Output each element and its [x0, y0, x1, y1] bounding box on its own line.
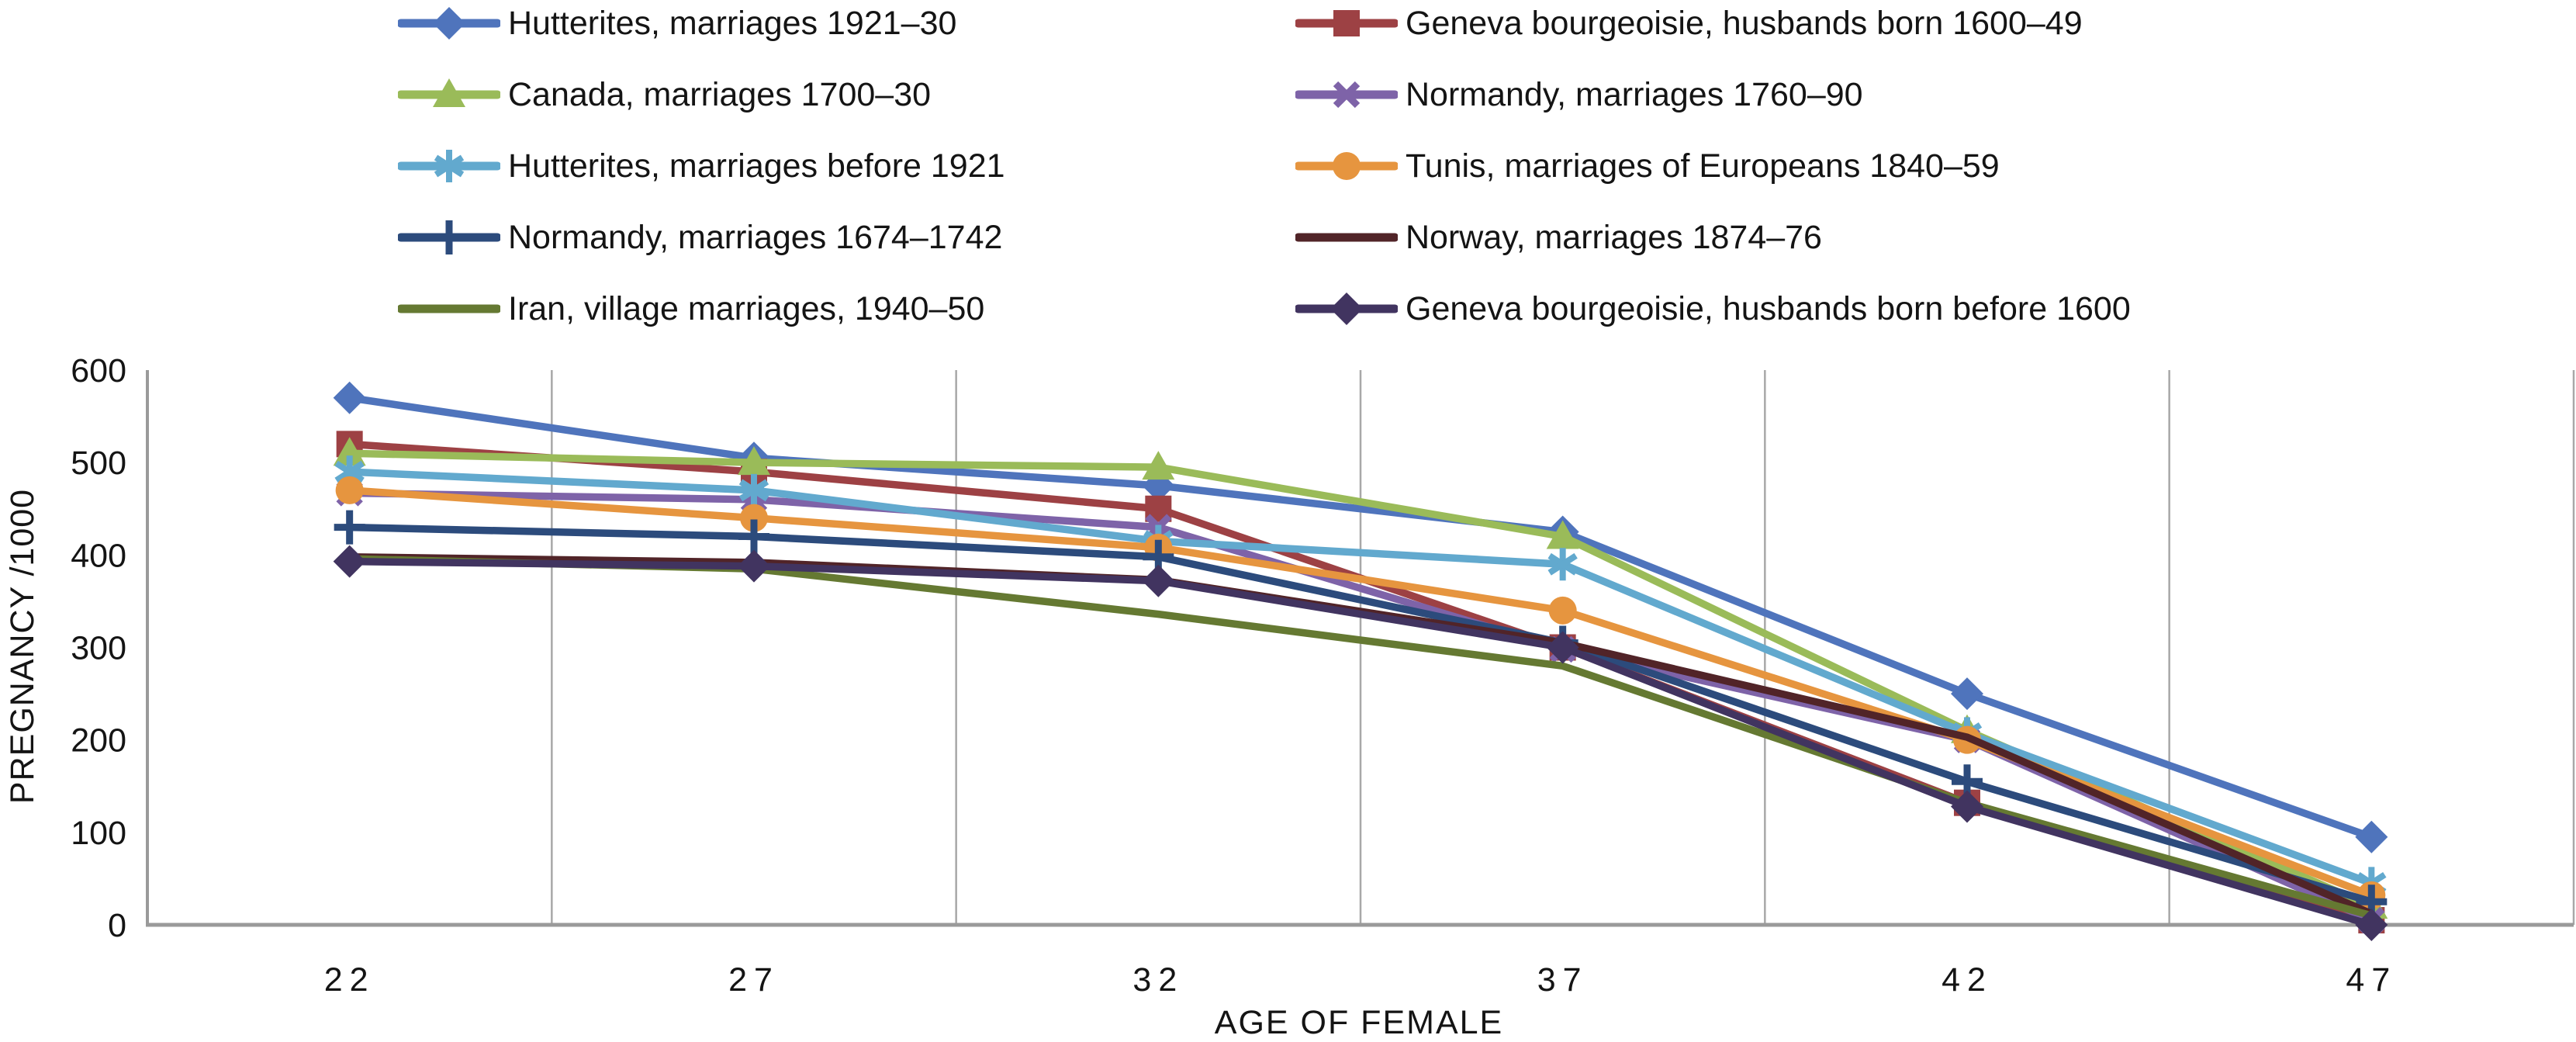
y-tick-label: 100: [71, 815, 126, 852]
triangle-legend-marker-icon: [398, 78, 500, 107]
legend-item: Geneva bourgeoisie, husbands born before…: [1295, 292, 2131, 326]
legend-label: Hutterites, marriages 1921–30: [508, 5, 957, 42]
legend-label: Norway, marriages 1874–76: [1406, 219, 1822, 256]
x-tick-label: 47: [2346, 961, 2397, 999]
legend-label: Geneva bourgeoisie, husbands born 1600–4…: [1406, 5, 2083, 42]
y-tick-label: 400: [71, 537, 126, 574]
legend-marker-glyph: [1333, 81, 1361, 109]
x-legend-marker-icon: [1295, 81, 1398, 109]
data-point-marker: [334, 510, 365, 545]
data-point-marker: [738, 473, 769, 507]
legend-marker-glyph: [434, 150, 465, 182]
data-point-marker: [1547, 548, 1578, 581]
data-point-marker: [738, 549, 770, 583]
legend-item: Norway, marriages 1874–76: [1295, 220, 1822, 254]
series-line-6: [345, 523, 2376, 905]
legend-label: Hutterites, marriages before 1921: [508, 147, 1005, 185]
data-point-marker: [738, 519, 769, 554]
legend-marker-glyph: [1333, 10, 1360, 36]
data-point-marker: [333, 381, 366, 414]
y-tick-label: 0: [108, 907, 126, 944]
legend-item: Normandy, marriages 1674–1742: [398, 220, 1002, 254]
circle-legend-marker-icon: [1295, 152, 1398, 180]
legend-item: Normandy, marriages 1760–90: [1295, 78, 1863, 112]
legend-item: Tunis, marriages of Europeans 1840–59: [1295, 149, 2000, 183]
y-tick-label: 600: [71, 352, 126, 389]
data-point-marker: [1142, 564, 1175, 597]
data-point-marker: [335, 476, 364, 504]
legend-label: Iran, village marriages, 1940–50: [508, 290, 985, 327]
data-point-marker: [1546, 520, 1579, 549]
y-tick-label: 300: [71, 630, 126, 667]
y-axis-title: PREGNANCY /1000: [4, 488, 41, 805]
x-tick-label: 42: [1942, 961, 1993, 999]
legend-marker-glyph: [1333, 152, 1361, 180]
x-axis-title: AGE OF FEMALE: [1214, 1004, 1504, 1041]
none-legend-marker-icon: [398, 304, 500, 313]
x-tick-label: 27: [728, 961, 780, 999]
data-point-marker: [1546, 631, 1579, 664]
legend-marker-glyph: [1330, 293, 1363, 325]
data-point-marker: [1142, 451, 1175, 480]
diamond-legend-marker-icon: [1295, 293, 1398, 325]
data-point-marker: [1548, 596, 1577, 625]
x-tick-label: 37: [1537, 961, 1589, 999]
data-point-marker: [333, 437, 366, 466]
legend-marker-glyph: [434, 220, 465, 254]
y-tick-label: 500: [71, 445, 126, 482]
y-tick-label: 200: [71, 722, 126, 760]
legend-label: Geneva bourgeoisie, husbands born before…: [1406, 290, 2131, 327]
legend-item: Iran, village marriages, 1940–50: [398, 292, 984, 326]
data-point-marker: [2355, 820, 2388, 853]
legend-item: Canada, marriages 1700–30: [398, 78, 931, 112]
plus-legend-marker-icon: [398, 220, 500, 254]
series-line-4: [345, 468, 2376, 888]
series-line-0: [345, 394, 2376, 841]
series-line-9: [345, 557, 2376, 929]
data-point-marker: [1951, 677, 1983, 711]
none-legend-marker-icon: [1295, 233, 1398, 242]
legend-item: Hutterites, marriages 1921–30: [398, 6, 956, 40]
legend-label: Tunis, marriages of Europeans 1840–59: [1406, 147, 2000, 185]
legend-marker-glyph: [433, 7, 465, 40]
diamond-legend-marker-icon: [398, 7, 500, 40]
data-point-marker: [2355, 909, 2388, 941]
asterisk-legend-marker-icon: [398, 150, 500, 182]
data-point-marker: [740, 504, 768, 532]
legend-item: Hutterites, marriages before 1921: [398, 149, 1005, 183]
square-legend-marker-icon: [1295, 10, 1398, 36]
legend-marker-glyph: [433, 78, 465, 107]
x-tick-label: 22: [324, 961, 375, 999]
data-point-marker: [1951, 790, 1983, 823]
legend-label: Normandy, marriages 1760–90: [1406, 76, 1863, 113]
x-tick-label: 32: [1132, 961, 1184, 999]
data-point-marker: [738, 446, 770, 476]
legend-item: Geneva bourgeoisie, husbands born 1600–4…: [1295, 6, 2083, 40]
legend-label: Normandy, marriages 1674–1742: [508, 219, 1003, 256]
legend-label: Canada, marriages 1700–30: [508, 76, 932, 113]
data-point-marker: [333, 545, 366, 578]
